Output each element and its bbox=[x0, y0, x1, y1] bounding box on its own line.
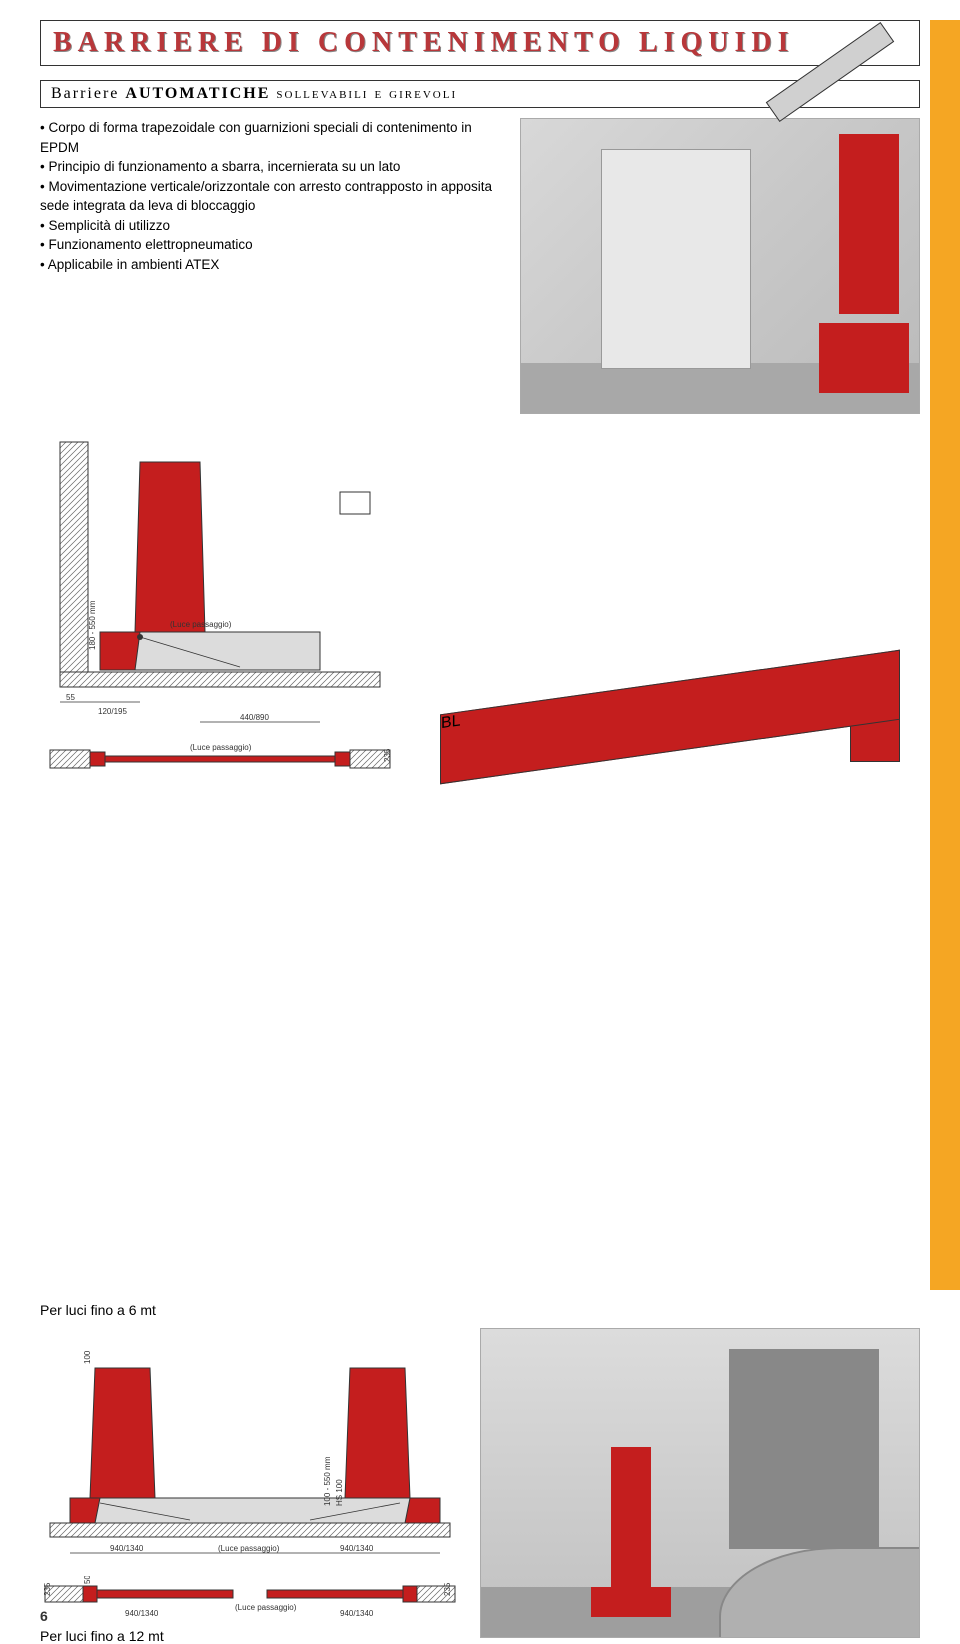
sub-title: Barriere AUTOMATICHE sollevabili e girev… bbox=[51, 85, 457, 102]
photo-2 bbox=[480, 1328, 920, 1638]
diagram-1-elevation: (Luce passaggio) 180 - 550 mm 55 120/195… bbox=[40, 432, 400, 732]
photo-door bbox=[601, 149, 751, 369]
feature-item: Movimentazione verticale/orizzontale con… bbox=[40, 177, 500, 216]
photo2-conveyor bbox=[719, 1547, 919, 1637]
main-title: BARRIERE DI CONTENIMENTO LIQUIDI bbox=[53, 27, 907, 59]
diagram-2-elevation: 100 100 - 550 mm HS 100 940/1340 (Luce p… bbox=[40, 1328, 460, 1568]
bullet-column: Corpo di forma trapezoidale con guarnizi… bbox=[40, 118, 520, 414]
feature-item: Applicabile in ambienti ATEX bbox=[40, 255, 500, 275]
photo2-door bbox=[729, 1349, 879, 1549]
section-label-12m: Per luci fino a 12 mt bbox=[40, 1628, 460, 1644]
render-barrier-bar: BL bbox=[440, 650, 900, 785]
photo2-barrier bbox=[611, 1447, 651, 1607]
diagram-1-container: (Luce passaggio) 180 - 550 mm 55 120/195… bbox=[40, 432, 400, 812]
sub-strong: AUTOMATICHE bbox=[125, 85, 270, 102]
diagram-1-plan: (Luce passaggio) 235 bbox=[40, 740, 400, 790]
plan-235-l: 235 bbox=[43, 1582, 52, 1596]
dim-height-range-2: 100 - 550 mm bbox=[323, 1456, 332, 1506]
dim-height-range: 180 - 550 mm bbox=[88, 600, 97, 650]
photo2-base bbox=[591, 1587, 671, 1617]
dim-940-r: 940/1340 bbox=[340, 1544, 374, 1553]
dim-120: 120/195 bbox=[98, 707, 127, 716]
diagram-2-container: 100 100 - 550 mm HS 100 940/1340 (Luce p… bbox=[40, 1328, 460, 1644]
feature-list: Corpo di forma trapezoidale con guarnizi… bbox=[40, 118, 500, 275]
diagrams-row-1: (Luce passaggio) 180 - 550 mm 55 120/195… bbox=[40, 432, 920, 812]
dim-100: 100 bbox=[83, 1350, 92, 1364]
dim-940-l: 940/1340 bbox=[110, 1544, 144, 1553]
dim-luce: (Luce passaggio) bbox=[170, 620, 232, 629]
dim-55: 55 bbox=[66, 693, 75, 702]
diagrams-row-2: 100 100 - 550 mm HS 100 940/1340 (Luce p… bbox=[40, 1328, 920, 1644]
plan-940-l: 940/1340 bbox=[125, 1609, 159, 1618]
diagram-1-svg: (Luce passaggio) 180 - 550 mm 55 120/195… bbox=[40, 432, 400, 732]
sub-suffix: sollevabili e girevoli bbox=[270, 85, 457, 102]
dim-hs100: HS 100 bbox=[335, 1479, 344, 1506]
header-box: BARRIERE DI CONTENIMENTO LIQUIDI bbox=[40, 20, 920, 66]
feature-item: Semplicità di utilizzo bbox=[40, 216, 500, 236]
diagram-2-plan: 235 50 940/1340 (Luce passaggio) 940/134… bbox=[40, 1576, 460, 1620]
page-number: 6 bbox=[40, 1608, 48, 1624]
plan-50: 50 bbox=[83, 1576, 92, 1584]
dim-luce-2: (Luce passaggio) bbox=[218, 1544, 280, 1553]
dim-440: 440/890 bbox=[240, 713, 269, 722]
photo-1 bbox=[520, 118, 920, 414]
plan-luce-2: (Luce passaggio) bbox=[235, 1603, 297, 1612]
content-row: Corpo di forma trapezoidale con guarnizi… bbox=[40, 118, 920, 414]
render-3d: BL bbox=[420, 432, 920, 812]
feature-item: Funzionamento elettropneumatico bbox=[40, 235, 500, 255]
photo-barrier-vertical bbox=[839, 134, 899, 314]
feature-item: Corpo di forma trapezoidale con guarnizi… bbox=[40, 118, 500, 157]
orange-stripe bbox=[930, 20, 960, 1290]
plan-luce: (Luce passaggio) bbox=[190, 743, 252, 752]
plan-235: 235 bbox=[383, 748, 392, 762]
plan-235-r: 235 bbox=[443, 1582, 452, 1596]
plan-940-r: 940/1340 bbox=[340, 1609, 374, 1618]
sub-prefix: Barriere bbox=[51, 85, 125, 102]
section-label-6m: Per luci fino a 6 mt bbox=[40, 1302, 920, 1318]
page-container: BARRIERE DI CONTENIMENTO LIQUIDI Barrier… bbox=[0, 20, 960, 1290]
photo-barrier-base bbox=[819, 323, 909, 393]
feature-item: Principio di funzionamento a sbarra, inc… bbox=[40, 157, 500, 177]
